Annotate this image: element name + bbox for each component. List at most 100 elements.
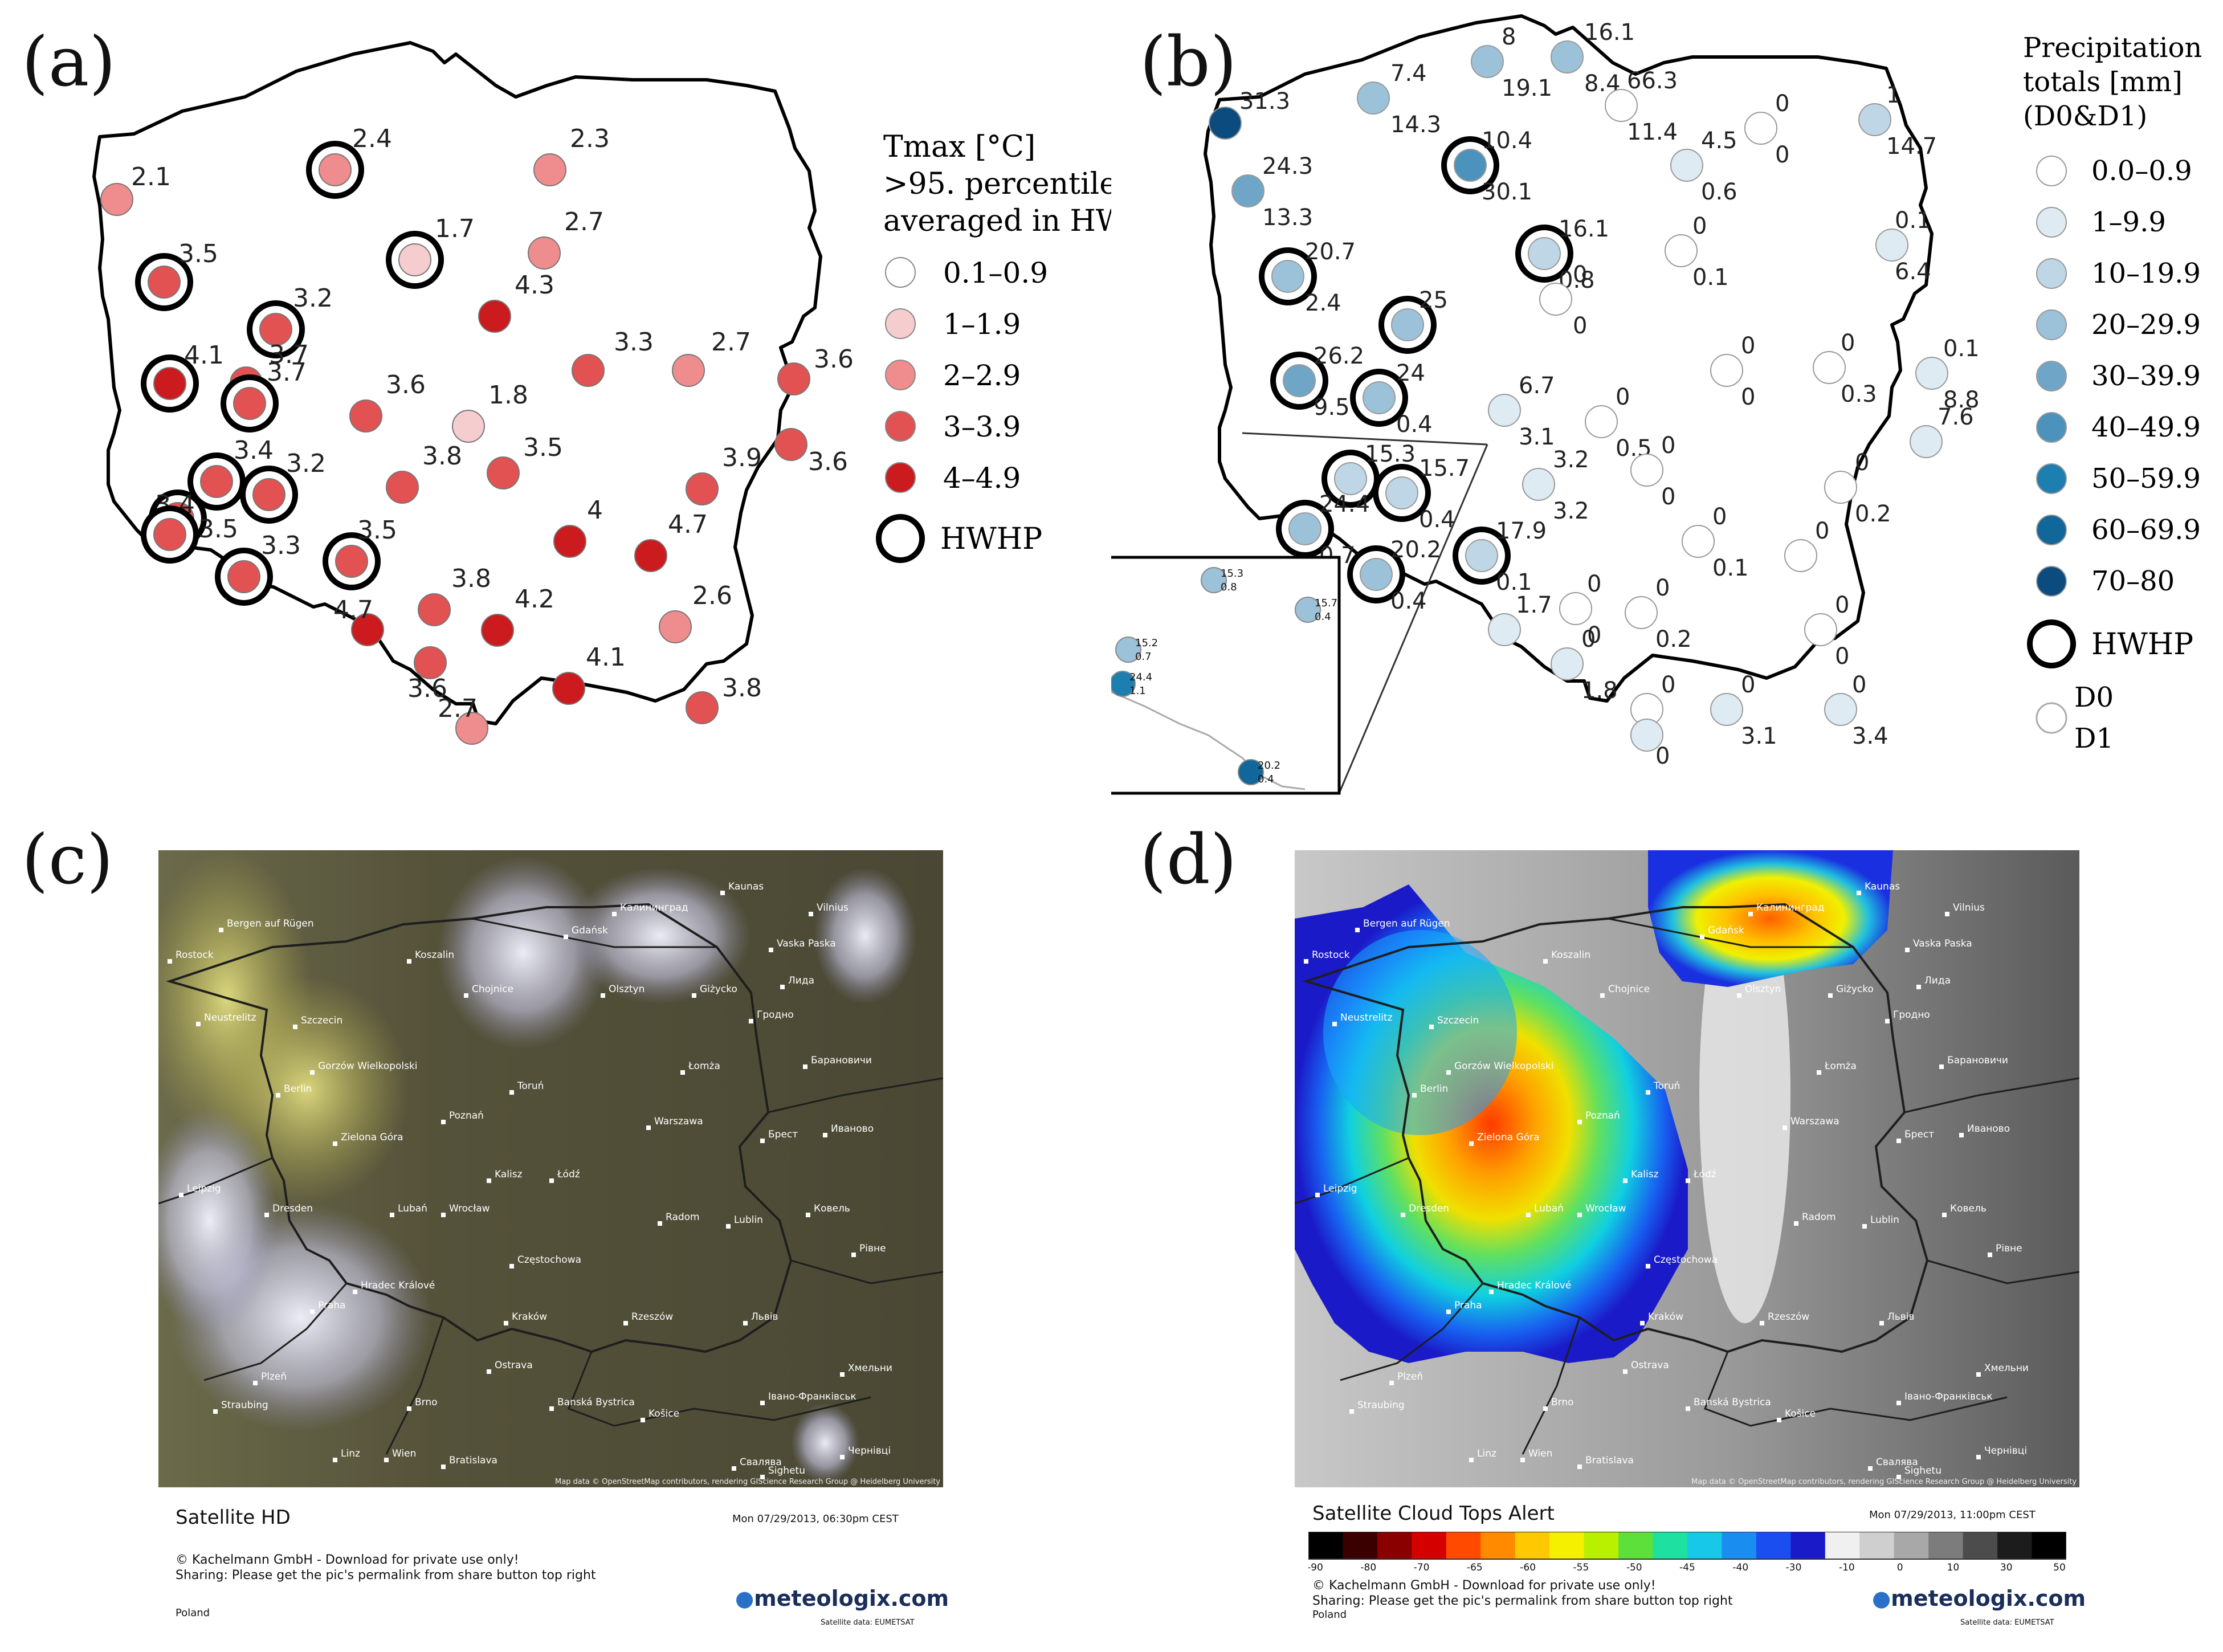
city-marker [1905, 948, 1910, 952]
colorbar-segment [1825, 1532, 1861, 1559]
tmax-station-marker [398, 243, 431, 276]
precip-station-marker [1539, 283, 1572, 316]
precip-d1-label: 0.2 [1655, 626, 1692, 652]
precip-station-marker [1271, 260, 1304, 293]
precip-station-marker [1209, 107, 1242, 140]
legend-a-title-3: averaged in HW [883, 204, 1111, 238]
city-label: Toruń [1653, 1080, 1680, 1092]
city-marker [726, 1224, 731, 1229]
legend-b-class-label: 70–80 [2091, 565, 2175, 597]
city-label: Gorzów Wielkopolski [318, 1060, 418, 1072]
precip-d0-label: 26.2 [1314, 343, 1364, 369]
city-marker [646, 1125, 651, 1130]
city-label: Brno [415, 1397, 438, 1408]
precip-d1-label: 14.7 [1886, 133, 1937, 160]
tmax-station-label: 3.5 [198, 515, 238, 544]
city-label: Częstochowa [517, 1254, 581, 1266]
city-marker [601, 993, 605, 998]
colorbar-segment [2032, 1532, 2066, 1559]
tmax-station-label: 3.8 [422, 442, 462, 471]
precip-station-marker [1488, 613, 1521, 646]
city-marker [1429, 1025, 1434, 1029]
tmax-station-label: 3.8 [451, 564, 491, 593]
city-marker [353, 1290, 357, 1294]
legend-b-class-label: 60–69.9 [2091, 514, 2201, 546]
precip-d0-label: 0 [1815, 518, 1829, 544]
city-marker [509, 1090, 514, 1095]
city-label: Rzeszów [1768, 1311, 1809, 1323]
tmax-station-label: 2.3 [570, 124, 610, 153]
tmax-station-label: 2.7 [564, 207, 604, 236]
precip-station-marker [1665, 234, 1698, 267]
city-label: Івано-Франківськ [1904, 1391, 1993, 1402]
city-label: Gdańsk [1708, 925, 1744, 936]
city-label: Свалява [1876, 1457, 1918, 1468]
inset-d0-label: 24.4 [1129, 671, 1152, 683]
legend-b-title-3: (D0&D1) [2023, 100, 2147, 132]
tmax-station-marker [487, 456, 520, 490]
precip-d1-label: 0.4 [1390, 588, 1427, 614]
precip-station-marker [1875, 229, 1908, 262]
inset-station-marker [1111, 671, 1136, 697]
city-marker [504, 1321, 508, 1325]
colorbar-segment [1859, 1532, 1895, 1559]
legend-b-title-2: totals [mm] [2023, 66, 2183, 98]
inset-d1-label: 0.7 [1135, 651, 1152, 663]
precip-d0-label: 3.2 [1553, 447, 1589, 473]
inset-station-marker [1115, 637, 1141, 663]
city-label: Chojnice [472, 984, 513, 995]
colorbar-tick-label: -45 [1679, 1562, 1695, 1572]
city-label: Kraków [512, 1311, 547, 1323]
city-label: Linz [1477, 1448, 1496, 1459]
city-marker [1686, 1178, 1690, 1183]
city-marker [1896, 1475, 1901, 1479]
precip-d1-label: 0 [1775, 142, 1789, 168]
precip-d1-label: 0 [1587, 622, 1601, 648]
city-marker [1885, 1019, 1890, 1023]
city-marker [549, 1178, 554, 1183]
legend-b-swatch [2036, 566, 2067, 597]
city-marker [1489, 1290, 1494, 1294]
legend-b-swatch [2036, 463, 2067, 494]
tmax-station-label: 3.8 [722, 674, 762, 703]
precip-d1-label: 0.1 [1496, 569, 1532, 595]
city-label: Лида [788, 975, 814, 986]
legend-b-class-label: 0.0–0.9 [2091, 155, 2192, 187]
city-marker [612, 912, 617, 916]
precip-d1-label: 8.8 [1943, 387, 1980, 413]
city-marker [1543, 959, 1548, 964]
city-marker [1828, 993, 1833, 998]
tmax-station-label: 2.4 [352, 124, 392, 153]
tmax-station-marker [572, 354, 605, 387]
precip-d1-label: 19.1 [1502, 75, 1552, 101]
sat-c-country: Poland [176, 1607, 210, 1619]
city-label: Лида [1924, 975, 1951, 986]
tmax-station-marker [478, 300, 511, 333]
meteologix-logo-icon: ● [1872, 1586, 1891, 1611]
precip-d1-label: 0.2 [1855, 501, 1891, 527]
precip-inset: 15.30.815.70.415.20.724.41.120.20.4 [1111, 556, 1341, 795]
city-marker [390, 1213, 394, 1217]
city-label: Kalisz [495, 1169, 523, 1180]
city-marker [1315, 1193, 1320, 1197]
city-marker [803, 1064, 807, 1069]
colorbar-tick-label: -65 [1467, 1562, 1483, 1572]
city-marker [760, 1139, 765, 1143]
city-label: Kaunas [1865, 881, 1900, 892]
city-label: Wien [1528, 1448, 1552, 1459]
precip-d0-label: 7.4 [1390, 60, 1427, 87]
precip-d0-label: 31.3 [1239, 88, 1290, 115]
tmax-station-marker [672, 354, 705, 387]
city-marker [1896, 1139, 1901, 1143]
city-marker [1646, 1090, 1650, 1095]
precip-d0-label: 10.4 [1482, 128, 1532, 154]
precip-d0-label: 0 [1852, 672, 1866, 698]
legend-b-swatch [2036, 207, 2067, 238]
city-marker [680, 1070, 685, 1075]
city-marker [264, 1213, 269, 1217]
city-label: Wrocław [1585, 1203, 1626, 1214]
city-label: Чернівці [1984, 1445, 2027, 1457]
city-marker [1355, 928, 1360, 932]
city-marker [1412, 1093, 1417, 1098]
tmax-station-marker [686, 691, 719, 724]
